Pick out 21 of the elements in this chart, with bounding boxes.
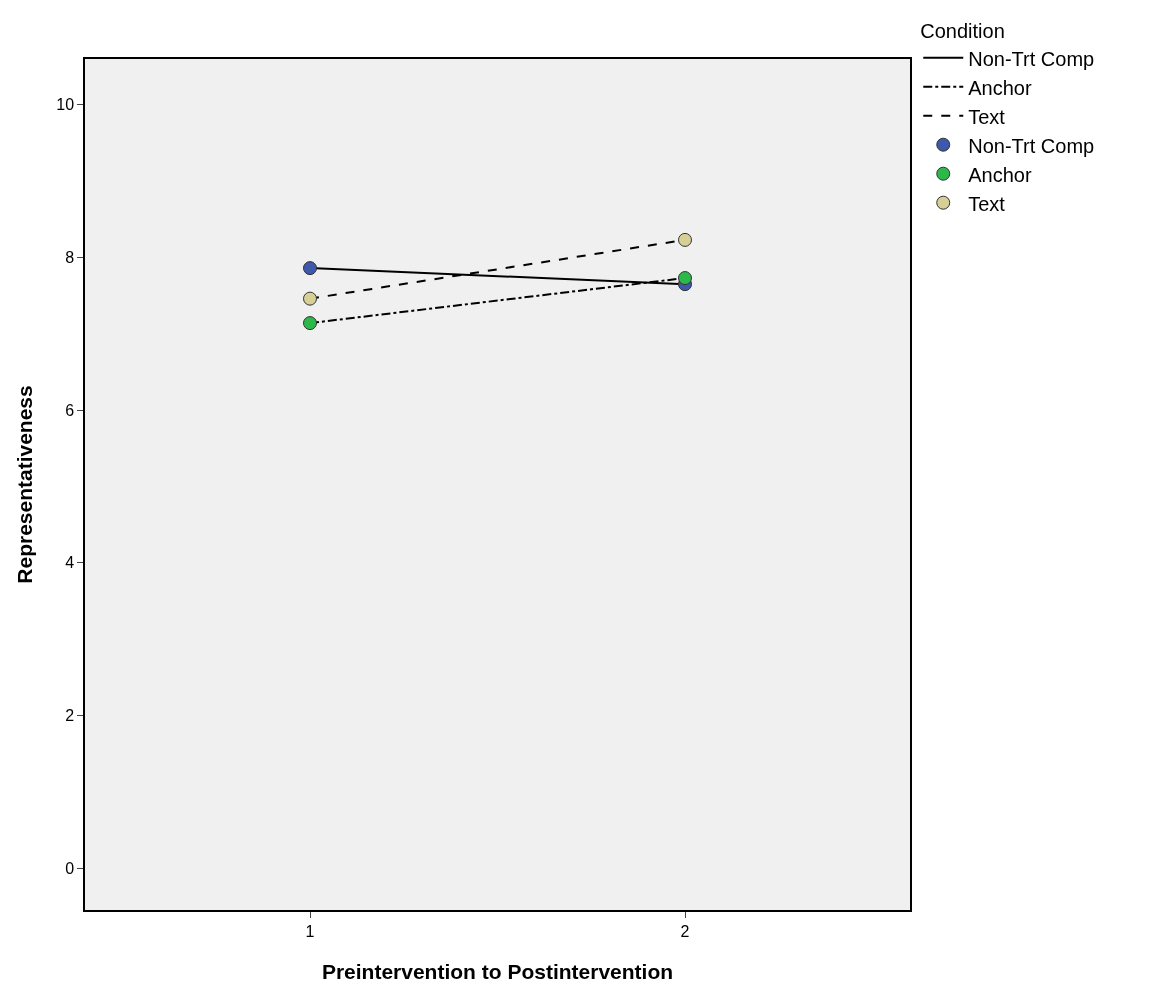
legend-label: Text xyxy=(968,105,1006,128)
legend-label: Non-Trt Comp xyxy=(968,134,1095,157)
point xyxy=(678,271,692,286)
y-tick-label: 4 xyxy=(65,554,75,572)
y-tick-label: 0 xyxy=(65,859,75,877)
legend-label: Anchor xyxy=(968,163,1032,186)
x-axis-title: Preintervention to Postintervention xyxy=(321,959,674,983)
point xyxy=(303,316,317,331)
y-tick-label: 6 xyxy=(65,401,75,419)
legend-label: Anchor xyxy=(968,76,1032,99)
legend-label: Text xyxy=(968,192,1006,215)
legend-label: Non-Trt Comp xyxy=(968,47,1095,70)
y-tick-label: 10 xyxy=(56,96,75,114)
point xyxy=(303,261,317,276)
y-axis-title: Representativeness xyxy=(12,385,36,584)
y-tick-label: 8 xyxy=(65,249,75,267)
x-tick-label: 1 xyxy=(305,922,315,940)
y-tick-label: 2 xyxy=(65,706,75,724)
legend-title: Condition xyxy=(920,20,1005,43)
point xyxy=(303,291,317,306)
point xyxy=(678,232,692,247)
